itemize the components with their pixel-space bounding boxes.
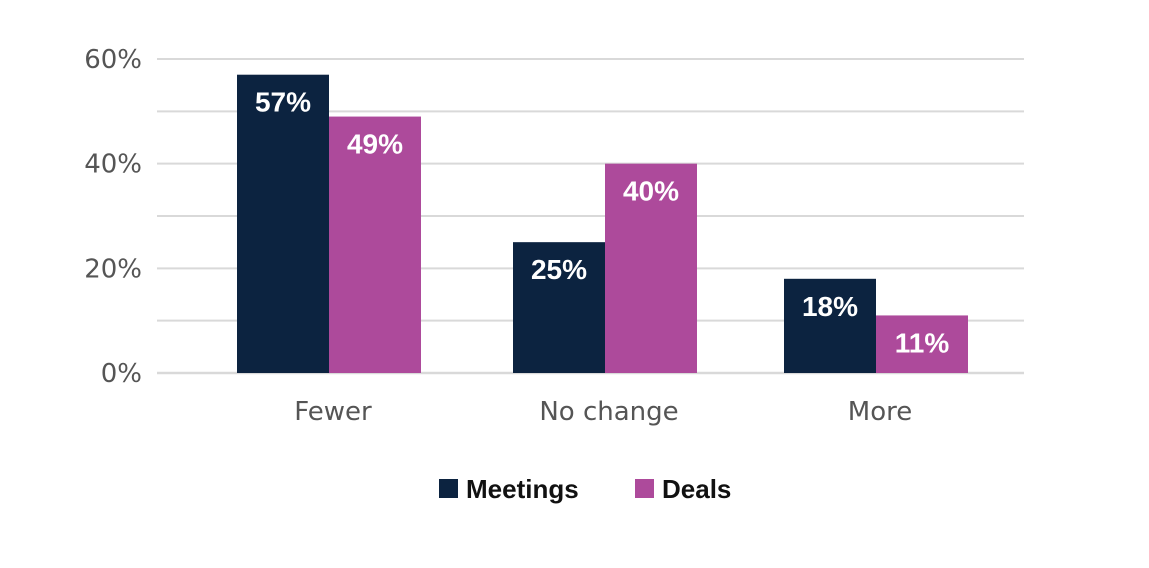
- bar-value-label: 57%: [255, 87, 311, 118]
- bar-value-label: 25%: [531, 254, 587, 285]
- y-tick-label: 20%: [84, 254, 142, 284]
- legend-label-deals: Deals: [662, 474, 731, 504]
- bar-value-label: 49%: [347, 129, 403, 160]
- y-tick-label: 60%: [84, 45, 142, 75]
- bar-value-label: 40%: [623, 176, 679, 207]
- bars: [237, 74, 968, 374]
- legend-label-meetings: Meetings: [466, 474, 579, 504]
- bar-meetings-more: [784, 278, 876, 373]
- bar-deals-more: [876, 315, 968, 373]
- x-category-label: No change: [539, 397, 678, 427]
- x-axis-category-labels: Fewer No change More: [294, 397, 912, 427]
- bar-meetings-fewer: [237, 74, 329, 373]
- bar-deals-fewer: [329, 116, 421, 374]
- x-category-label: Fewer: [294, 397, 372, 427]
- legend: Meetings Deals: [439, 474, 731, 504]
- bar-deals-no-change: [605, 163, 697, 373]
- bar-value-label: 11%: [895, 327, 950, 358]
- x-category-label: More: [848, 397, 912, 427]
- bar-value-labels: 57% 49% 25% 40% 18% 11%: [255, 87, 949, 359]
- y-axis-tick-labels: 0% 20% 40% 60%: [84, 45, 142, 389]
- legend-swatch-deals: [635, 479, 654, 498]
- y-tick-label: 40%: [84, 150, 142, 180]
- bar-value-label: 18%: [802, 291, 858, 322]
- bar-meetings-no-change: [513, 242, 605, 373]
- legend-swatch-meetings: [439, 479, 458, 498]
- y-tick-label: 0%: [101, 359, 142, 389]
